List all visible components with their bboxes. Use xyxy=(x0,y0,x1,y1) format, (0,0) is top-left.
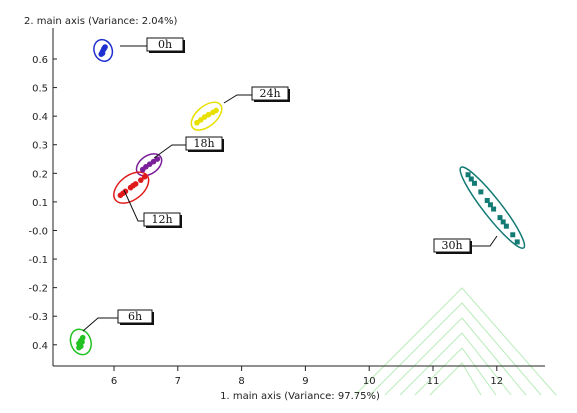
group-ellipses xyxy=(69,38,526,356)
x-tick-label: 9 xyxy=(302,376,308,387)
x-tick-label: 10 xyxy=(363,376,376,387)
callout-label-30h: 30h xyxy=(441,239,462,252)
axes xyxy=(52,28,545,367)
group-ellipse-0h xyxy=(93,38,114,62)
x-tick-label: 11 xyxy=(427,376,440,387)
y-tick-label: 0.3 xyxy=(32,141,48,152)
data-points xyxy=(76,44,520,351)
callout-box xyxy=(251,86,289,101)
data-point xyxy=(487,202,493,208)
callout-box xyxy=(433,238,471,253)
data-point xyxy=(491,206,497,212)
x-axis-title: 1. main axis (Variance: 97.75%) xyxy=(220,391,380,402)
y-tick-label: -0.1 xyxy=(28,255,48,266)
callout-box xyxy=(117,309,153,324)
data-point xyxy=(500,219,506,225)
data-point xyxy=(99,50,106,57)
group-ellipse-24h xyxy=(190,101,223,131)
callout-leader-line xyxy=(82,317,118,332)
data-point xyxy=(205,111,212,118)
data-point xyxy=(465,172,471,178)
data-point xyxy=(484,197,490,203)
y-tick-label: 0.4 xyxy=(32,112,48,123)
y-tick-label: -0.2 xyxy=(28,284,48,295)
data-point xyxy=(514,239,520,245)
watermark-logo xyxy=(354,287,557,396)
callout-label-18h: 18h xyxy=(193,137,214,150)
callout-leader-line xyxy=(123,189,144,222)
callout-box xyxy=(185,136,223,151)
data-point xyxy=(79,334,86,341)
callout-leader-line xyxy=(470,235,498,247)
data-point xyxy=(194,119,200,126)
data-point xyxy=(130,182,136,189)
x-tick-label: 8 xyxy=(238,376,244,387)
data-point xyxy=(503,223,509,229)
x-tick-label: 7 xyxy=(175,376,181,387)
y-tick-label: 0.5 xyxy=(32,84,48,95)
callout-label-6h: 6h xyxy=(128,310,142,323)
x-tick-label: 6 xyxy=(111,376,117,387)
data-point xyxy=(141,173,148,180)
y-ticks: 0.6 0.5 0.4 0.3 0.2 0.1 -0.0 -0.1 -0.2 -0.3 0.4 xyxy=(28,55,57,352)
data-point xyxy=(197,117,204,123)
y-axis-title: 2. main axis (Variance: 2.04%) xyxy=(24,16,178,27)
callout-label-0h: 0h xyxy=(158,38,172,51)
callout-box xyxy=(146,37,184,52)
y-tick-label: 0.2 xyxy=(32,169,48,180)
y-tick-label: -0.0 xyxy=(28,226,48,237)
data-point xyxy=(137,177,144,183)
y-tick-label: -0.3 xyxy=(28,312,48,323)
group-ellipse-6h xyxy=(69,328,92,356)
data-point xyxy=(154,156,161,162)
data-point xyxy=(510,232,516,238)
y-tick-label: 0.1 xyxy=(32,198,48,209)
data-point xyxy=(497,215,503,221)
x-ticks: 6 7 8 9 10 11 12 xyxy=(111,366,503,387)
callout-leader-line xyxy=(153,144,186,159)
data-point xyxy=(471,180,477,186)
x-tick-label: 12 xyxy=(490,376,503,387)
data-point xyxy=(213,107,219,114)
data-point xyxy=(101,45,108,51)
y-tick-label: 0.6 xyxy=(32,55,48,66)
callout-label-24h: 24h xyxy=(259,87,280,100)
data-point xyxy=(468,176,474,182)
data-point xyxy=(79,339,85,345)
y-tick-label: 0.4 xyxy=(32,341,48,352)
callout-leader-line xyxy=(223,94,252,104)
data-point xyxy=(76,344,82,351)
callout-label-12h: 12h xyxy=(151,213,172,226)
group-ellipse-30h xyxy=(459,166,526,249)
data-point xyxy=(478,189,484,195)
callout-labels: 0h 24h 18h 12h 30h 6h xyxy=(82,37,498,332)
callout-box xyxy=(143,212,181,227)
